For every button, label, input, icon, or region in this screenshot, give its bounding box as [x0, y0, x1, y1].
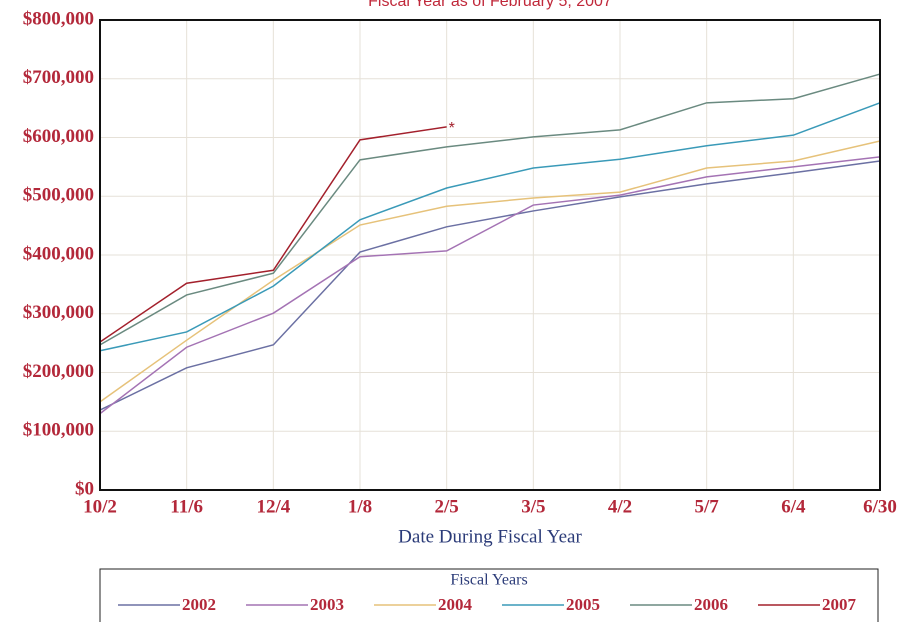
y-tick-label: $300,000 [23, 302, 94, 323]
chart-title: Fiscal Year as of February 5, 2007 [368, 0, 612, 10]
y-tick-label: $500,000 [23, 185, 94, 206]
legend-label: 2003 [310, 595, 344, 614]
y-tick-label: $600,000 [23, 126, 94, 147]
legend-label: 2004 [438, 595, 473, 614]
x-tick-label: 10/2 [83, 496, 117, 517]
x-tick-label: 4/2 [608, 496, 632, 517]
x-axis-label: Date During Fiscal Year [398, 526, 582, 547]
series-line [99, 160, 881, 411]
y-tick-label: $700,000 [23, 67, 94, 88]
x-tick-label: 12/4 [256, 496, 290, 517]
legend-label: 2007 [822, 595, 857, 614]
y-tick-label: $400,000 [23, 243, 94, 264]
y-tick-label: $100,000 [23, 420, 94, 441]
series-line [99, 140, 881, 403]
plot-frame [99, 19, 881, 491]
legend-label: 2006 [694, 595, 728, 614]
y-tick-label: $0 [75, 478, 94, 499]
series-line [99, 73, 881, 346]
legend-label: 2002 [182, 595, 216, 614]
y-tick-label: $200,000 [23, 361, 94, 382]
series-line [99, 126, 447, 343]
x-tick-label: 2/5 [435, 496, 459, 517]
x-tick-label: 11/6 [170, 496, 203, 517]
x-tick-label: 5/7 [695, 496, 720, 517]
x-tick-label: 6/30 [863, 496, 897, 517]
x-tick-label: 6/4 [781, 496, 806, 517]
y-tick-label: $800,000 [23, 8, 94, 29]
legend-title: Fiscal Years [450, 572, 527, 589]
legend-box [99, 568, 879, 622]
x-tick-label: 3/5 [521, 496, 545, 517]
series-line [99, 102, 881, 352]
x-tick-label: 1/8 [348, 496, 372, 517]
annotation: * [449, 120, 455, 137]
series-line [99, 156, 881, 415]
legend-label: 2005 [566, 595, 600, 614]
